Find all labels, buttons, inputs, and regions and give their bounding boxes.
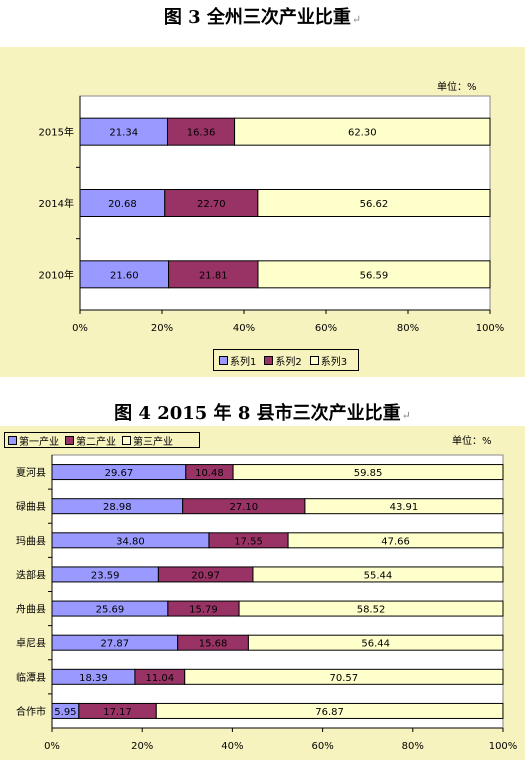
x-tick-label: 20% (151, 323, 173, 334)
data-label: 23.59 (91, 570, 120, 581)
data-label: 15.79 (189, 605, 218, 616)
data-label: 5.95 (54, 707, 76, 718)
fig3-legend-swatch-3 (309, 355, 319, 365)
fig3-legend-item-2: 系列2 (264, 353, 302, 368)
fig4-legend-item-2: 第二产业 (65, 433, 116, 448)
fig4-legend-item-3: 第三产业 (122, 433, 173, 448)
x-tick-label: 40% (221, 741, 243, 752)
data-label: 18.39 (79, 673, 108, 684)
x-tick-label: 100% (476, 323, 505, 334)
fig4-legend-swatch-1 (8, 435, 17, 445)
bar-segment (247, 634, 504, 651)
fig4-legend-item-1: 第一产业 (8, 433, 59, 448)
plot-area (51, 454, 504, 729)
data-label: 11.04 (146, 673, 175, 684)
data-label: 47.66 (381, 536, 410, 547)
return-mark-icon: ↵ (351, 13, 362, 26)
bar-segment (79, 189, 166, 217)
fig3-legend-swatch-1 (219, 355, 228, 365)
fig3-legend: 系列1 系列2 系列3 (213, 349, 359, 371)
bar-segment (257, 260, 491, 289)
category-label: 玛曲县 (16, 535, 46, 547)
fig4-legend-swatch-2 (65, 435, 74, 445)
fig3-legend-item-1: 系列1 (219, 353, 256, 368)
category-label: 碌曲县 (16, 501, 46, 513)
bar-segment (232, 464, 504, 481)
x-tick-label: 60% (315, 323, 337, 334)
bar-segment (155, 702, 504, 719)
data-label: 10.48 (195, 468, 224, 479)
category-label: 2015年 (39, 126, 74, 139)
fig4-title: 图 4 2015 年 8 县市三次产业比重↵ (114, 403, 411, 424)
bar-segment (166, 117, 236, 146)
data-label: 17.17 (103, 707, 132, 718)
data-label: 25.69 (96, 605, 125, 616)
data-label: 56.62 (360, 199, 389, 210)
fig4-legend-swatch-3 (122, 435, 131, 445)
data-label: 70.57 (330, 673, 359, 684)
bar-segment (252, 566, 504, 583)
data-label: 34.80 (116, 536, 145, 547)
data-label: 28.98 (103, 502, 132, 513)
data-label: 62.30 (348, 128, 377, 139)
bar-segment (238, 600, 504, 617)
category-label: 舟曲县 (16, 603, 46, 616)
fig4-legend: 第一产业 第二产业 第三产业 (4, 432, 200, 448)
data-label: 22.70 (197, 199, 226, 210)
data-label: 76.87 (315, 707, 344, 718)
data-label: 27.10 (229, 502, 258, 513)
data-label: 16.36 (187, 128, 216, 139)
data-label: 17.55 (234, 536, 263, 547)
x-tick-label: 0% (72, 323, 88, 334)
data-label: 43.91 (390, 502, 419, 513)
data-label: 56.59 (360, 270, 389, 281)
data-label: 59.85 (354, 468, 383, 479)
data-label: 20.68 (108, 199, 137, 210)
bar-segment (168, 260, 259, 289)
category-label: 2010年 (39, 268, 74, 281)
data-label: 21.81 (199, 270, 228, 281)
x-tick-label: 80% (402, 741, 424, 752)
bar-segment (287, 532, 504, 549)
category-label: 合作市 (16, 705, 46, 718)
bar-segment (257, 189, 491, 217)
x-tick-label: 20% (131, 741, 153, 752)
data-label: 56.44 (361, 639, 390, 650)
data-label: 55.44 (364, 570, 393, 581)
fig3-unit-label: 单位：% (437, 82, 477, 93)
return-mark-icon: ↵ (401, 409, 411, 422)
category-label: 卓尼县 (16, 638, 46, 650)
data-label: 58.52 (357, 605, 386, 616)
fig4-unit-label: 单位：% (452, 436, 492, 447)
fig3-legend-swatch-2 (264, 355, 274, 365)
data-label: 21.34 (109, 128, 138, 139)
category-label: 临潭县 (16, 671, 46, 684)
x-tick-label: 80% (397, 323, 419, 334)
data-label: 15.68 (199, 639, 228, 650)
category-label: 2014年 (39, 197, 74, 210)
data-label: 27.87 (101, 639, 130, 650)
bar-segment (164, 189, 259, 217)
data-label: 20.97 (191, 570, 220, 581)
fig3-legend-item-3: 系列3 (309, 353, 347, 368)
x-tick-label: 60% (311, 741, 333, 752)
bar-segment (234, 117, 491, 146)
x-tick-label: 0% (44, 741, 60, 752)
category-label: 夏河县 (16, 467, 46, 479)
fig3-title: 图 3 全州三次产业比重↵ (163, 7, 362, 28)
data-label: 21.60 (110, 270, 139, 281)
data-label: 29.67 (105, 468, 134, 479)
x-tick-label: 100% (489, 741, 518, 752)
fig3-chart: 0% 20% 40% 60% 80% 100% 2015年 21.34 16.36 62.30 20… (39, 95, 505, 334)
bar-segment (184, 668, 504, 685)
bar-segment (304, 498, 504, 515)
category-label: 迭部县 (16, 568, 46, 581)
x-tick-label: 40% (233, 323, 255, 334)
